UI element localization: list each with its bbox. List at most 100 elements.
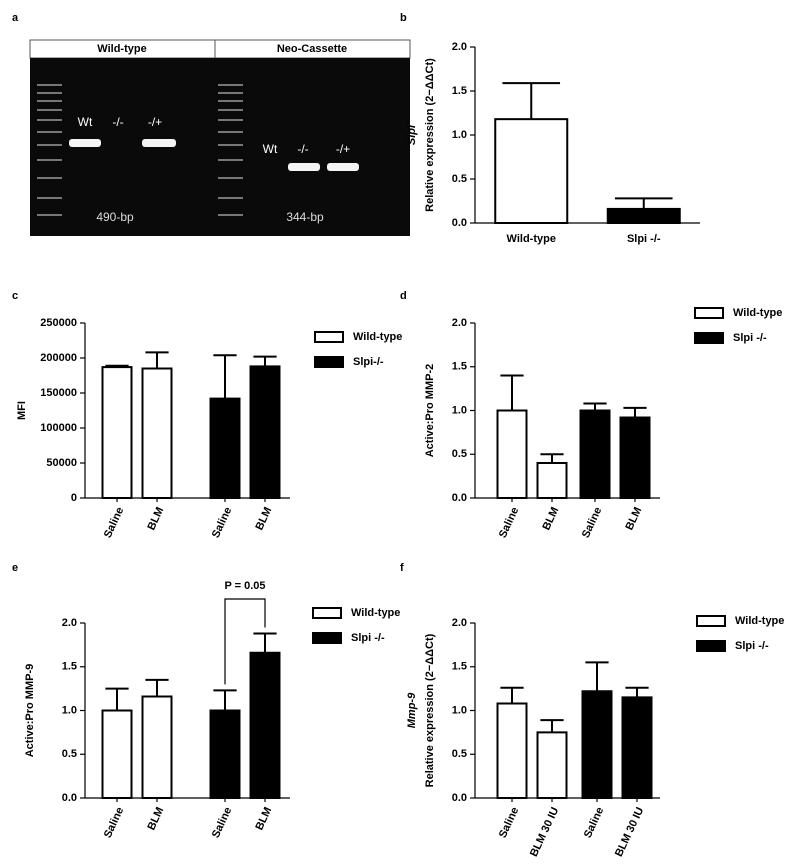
x-tick-label: Saline bbox=[582, 805, 607, 839]
panel-label: e bbox=[12, 562, 18, 574]
legend-label: Slpi-/- bbox=[353, 356, 384, 368]
y-axis-label: Slpi bbox=[406, 124, 418, 145]
error-bar bbox=[583, 402, 607, 411]
y-tick-label: 2.0 bbox=[62, 617, 77, 629]
y-tick-label: 50000 bbox=[46, 457, 77, 469]
x-tick-label: Wild-type bbox=[507, 233, 556, 245]
lane-label: -/- bbox=[112, 115, 123, 129]
band-size: 490-bp bbox=[96, 210, 134, 224]
y-tick-label: 200000 bbox=[40, 352, 77, 364]
error-bar bbox=[585, 661, 609, 692]
y-tick-label: 1.5 bbox=[62, 661, 77, 673]
y-tick-label: 1.0 bbox=[452, 404, 467, 416]
x-tick-label: Saline bbox=[102, 805, 127, 839]
panel-label: c bbox=[12, 290, 18, 302]
gel-header: Wild-type bbox=[97, 43, 146, 55]
error-bar bbox=[500, 686, 524, 704]
error-bar bbox=[105, 364, 129, 368]
legend-swatch bbox=[694, 307, 724, 319]
legend-label: Wild-type bbox=[733, 307, 782, 319]
legend-label: Wild-type bbox=[353, 331, 402, 343]
legend-swatch bbox=[694, 332, 724, 344]
y-tick-label: 0.5 bbox=[62, 748, 77, 760]
bar bbox=[619, 416, 651, 499]
x-tick-label: Saline bbox=[102, 505, 127, 539]
lane-label: Wt bbox=[78, 115, 93, 129]
y-tick-label: 0.0 bbox=[452, 217, 467, 229]
bracket bbox=[224, 598, 266, 685]
error-bar bbox=[213, 354, 237, 399]
legend-swatch bbox=[696, 615, 726, 627]
x-tick-label: BLM 30 IU bbox=[528, 805, 561, 858]
error-bar bbox=[500, 374, 524, 411]
error-bar bbox=[625, 686, 649, 698]
x-tick-label: Saline bbox=[497, 505, 522, 539]
error-bar bbox=[614, 197, 673, 209]
y-tick-label: 1.0 bbox=[452, 704, 467, 716]
legend-label: Slpi -/- bbox=[351, 632, 385, 644]
y-tick-label: 2.0 bbox=[452, 41, 467, 53]
bar bbox=[101, 709, 133, 799]
gel-image bbox=[29, 39, 411, 236]
x-tick-label: BLM bbox=[253, 505, 274, 532]
bar bbox=[536, 462, 568, 499]
y-axis-label: Relative expression (2−ΔΔCt) bbox=[424, 633, 436, 787]
panel-label: d bbox=[400, 290, 407, 302]
y-tick-label: 0 bbox=[71, 492, 77, 504]
error-bar bbox=[145, 351, 169, 369]
legend-swatch bbox=[312, 607, 342, 619]
y-axis-label: Mmp-9 bbox=[406, 692, 418, 728]
y-tick-label: 0.0 bbox=[452, 492, 467, 504]
gel-header: Neo-Cassette bbox=[277, 43, 347, 55]
error-bar bbox=[253, 355, 277, 367]
error-bar bbox=[540, 453, 564, 463]
bar bbox=[494, 118, 569, 224]
bar bbox=[141, 695, 173, 799]
y-tick-label: 150000 bbox=[40, 387, 77, 399]
x-tick-label: Saline bbox=[210, 805, 235, 839]
y-tick-label: 0.5 bbox=[452, 448, 467, 460]
y-axis-label: Active:Pro MMP-9 bbox=[24, 664, 36, 758]
bar bbox=[209, 397, 241, 500]
bar bbox=[621, 696, 653, 799]
ladder bbox=[37, 84, 243, 216]
bar bbox=[606, 207, 681, 224]
y-tick-label: 0.0 bbox=[452, 792, 467, 804]
legend-swatch bbox=[314, 331, 344, 343]
y-tick-label: 1.5 bbox=[452, 85, 467, 97]
y-tick-label: 1.0 bbox=[62, 704, 77, 716]
legend-label: Wild-type bbox=[351, 607, 400, 619]
y-axis-label: Active:Pro MMP-2 bbox=[424, 364, 436, 458]
y-tick-label: 100000 bbox=[40, 422, 77, 434]
bar bbox=[581, 690, 613, 799]
x-tick-label: BLM 30 IU bbox=[613, 805, 646, 858]
error-bar bbox=[213, 689, 237, 711]
bar bbox=[101, 366, 133, 499]
bar bbox=[496, 409, 528, 499]
x-tick-label: BLM bbox=[145, 505, 166, 532]
y-tick-label: 2.0 bbox=[452, 617, 467, 629]
y-axis-label: MFI bbox=[16, 401, 28, 420]
lane-label: -/+ bbox=[148, 115, 162, 129]
bar bbox=[249, 365, 281, 499]
x-tick-label: BLM bbox=[145, 805, 166, 832]
error-bar bbox=[105, 687, 129, 711]
y-axis-label: Relative expression (2−ΔΔCt) bbox=[424, 58, 436, 212]
legend-label: Wild-type bbox=[735, 615, 784, 627]
x-tick-label: Saline bbox=[497, 805, 522, 839]
legend-swatch bbox=[696, 640, 726, 652]
x-tick-label: BLM bbox=[540, 505, 561, 532]
x-tick-label: Saline bbox=[580, 505, 605, 539]
lane-label: -/+ bbox=[336, 142, 350, 156]
y-tick-label: 0.5 bbox=[452, 748, 467, 760]
bar bbox=[496, 702, 528, 799]
lane-label: Wt bbox=[263, 142, 278, 156]
panel-label: f bbox=[400, 562, 404, 574]
error-bar bbox=[623, 406, 647, 418]
panel-label: a bbox=[12, 12, 19, 24]
bar bbox=[141, 367, 173, 499]
panel-label: b bbox=[400, 12, 407, 24]
x-tick-label: BLM bbox=[253, 805, 274, 832]
